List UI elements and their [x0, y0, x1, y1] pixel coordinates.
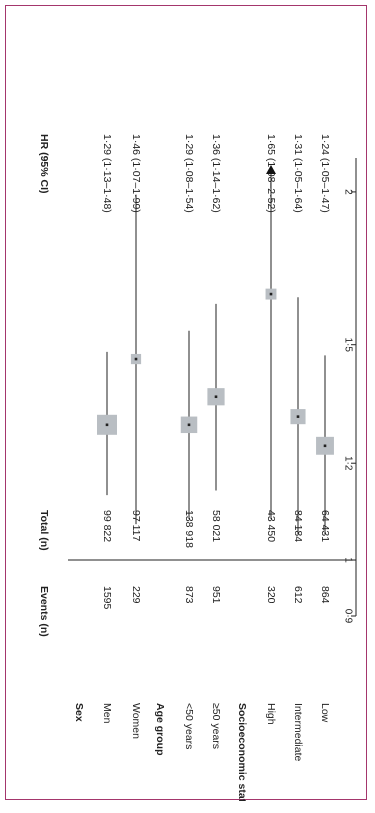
row-label: High: [265, 703, 277, 725]
row-label: <50 years: [183, 703, 195, 749]
axis-tick-label: 0·9: [342, 609, 353, 624]
axis-tick-label: 1: [342, 557, 353, 563]
group-title: Sex: [73, 703, 85, 722]
hr-ci-value: 1·36 (1·14–1·62): [210, 134, 222, 213]
events-value: 864: [319, 586, 331, 604]
axis-tick-label: 1·5: [342, 337, 353, 352]
row-label: Low: [319, 703, 331, 723]
hr-ci-value: 1·24 (1·05–1·47): [319, 134, 331, 213]
ci-arrow: [266, 165, 276, 174]
hr-ci-value: 1·46 (1·07–1·99): [130, 134, 142, 213]
hr-point: [296, 415, 300, 418]
group-title: Age group: [154, 703, 166, 756]
events-value: 873: [183, 586, 195, 604]
total-header: Total (n): [38, 510, 50, 551]
total-value: 97 117: [130, 510, 142, 541]
hr-point: [187, 423, 191, 427]
events-value: 612: [292, 586, 304, 604]
hr-ci-value: 1·29 (1·13–1·48): [101, 134, 113, 213]
total-value: 58 021: [210, 510, 222, 542]
hr-point: [269, 292, 273, 296]
figure-frame: Events (n) Total (n) HR (95% CI) Sex Men 1595…: [5, 5, 367, 801]
events-value: 1595: [101, 586, 113, 610]
events-value: 320: [265, 586, 277, 604]
hr-ci-value: 1·31 (1·05–1·64): [292, 134, 304, 213]
hr-point: [323, 444, 327, 448]
forest-plot: Events (n) Total (n) HR (95% CI) Sex Men 1595…: [38, 134, 357, 801]
row-label: ≥50 years: [210, 703, 222, 749]
hr-ci-value: 1·29 (1·08–1·54): [183, 134, 195, 213]
hr-point: [134, 357, 138, 361]
hr-header: HR (95% CI): [38, 134, 50, 194]
axis-tick-label: 2: [342, 189, 353, 195]
row-label: Women: [130, 703, 142, 739]
axis-tick-label: 1·2: [342, 456, 353, 471]
events-header: Events (n): [38, 586, 50, 637]
row-label: Intermediate: [292, 703, 304, 762]
total-value: 138 918: [183, 510, 195, 548]
total-value: 99 822: [101, 510, 113, 542]
group-title: Socioeconomic status: [236, 703, 248, 801]
events-value: 951: [210, 586, 222, 604]
hr-point: [105, 423, 109, 427]
events-value: 229: [130, 586, 142, 604]
row-label: Men: [101, 703, 113, 724]
hr-point: [214, 395, 218, 399]
total-value: 43 450: [265, 510, 277, 542]
